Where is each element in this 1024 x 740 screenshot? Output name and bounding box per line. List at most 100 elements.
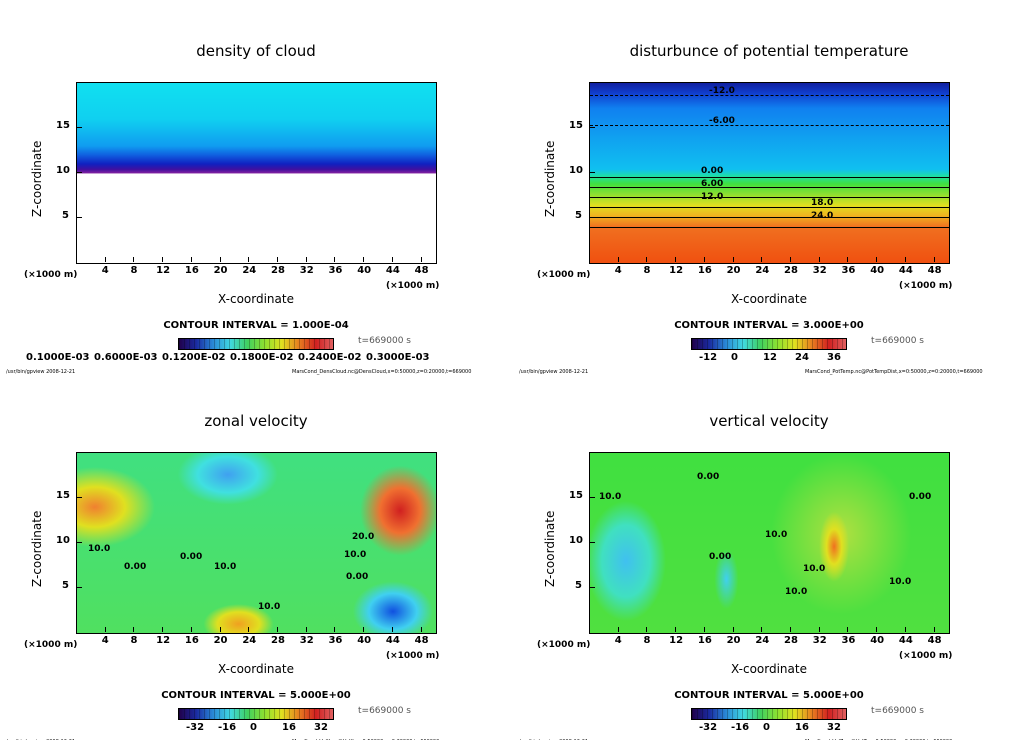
y-tick-label: 5 — [62, 210, 69, 221]
contour-label: 10.0 — [88, 544, 111, 554]
contour-label: 0.00 — [697, 472, 720, 482]
x-tick-mark — [732, 627, 734, 632]
y-axis-label: Z-coordinate — [30, 510, 44, 587]
colorbar-tick-label: 0.1800E-02 — [230, 352, 294, 363]
y-tick-label: 15 — [56, 490, 70, 501]
contour-interval: CONTOUR INTERVAL = 5.000E+00 — [161, 690, 351, 701]
x-tick-mark — [904, 627, 906, 632]
contour-line — [590, 177, 949, 178]
colorbar-tick-label: 0 — [763, 722, 770, 733]
y-tick-mark — [77, 172, 82, 173]
x-tick-label: 4 — [101, 635, 109, 646]
x-tick-label: 4 — [614, 635, 622, 646]
plot-area-zonal-velocity — [76, 452, 437, 634]
y-tick-label: 10 — [569, 165, 583, 176]
x-tick-mark — [933, 257, 935, 262]
x-tick-label: 16 — [184, 635, 199, 646]
colorbar-tick-label: 32 — [827, 722, 841, 733]
colorbar-tick-label: 0.1000E-03 — [26, 352, 90, 363]
x-tick-mark — [334, 627, 336, 632]
plot-area-pottemp — [589, 82, 950, 264]
colorbar-tick-label: -32 — [699, 722, 718, 733]
contour-label: 24.0 — [811, 211, 834, 221]
contour-label: 10.0 — [785, 587, 808, 597]
x-tick-label: 32 — [299, 265, 314, 276]
x-tick-mark — [104, 257, 106, 262]
x-tick-mark — [219, 627, 221, 632]
y-axis-label: Z-coordinate — [543, 510, 557, 587]
contour-label: 0.00 — [701, 166, 724, 176]
x-unit-label-right: (×1000 m) — [386, 651, 440, 661]
colorbar-tick-label: 32 — [314, 722, 328, 733]
time-label: t=669000 s — [358, 336, 411, 346]
footer-left: /usr/bin/gpview 2008-12-21 — [6, 369, 76, 375]
x-tick-label: 8 — [643, 635, 651, 646]
contour-label: -12.0 — [709, 86, 735, 96]
contour-label: 10.0 — [214, 562, 237, 572]
colorbar-tick-label: 0 — [250, 722, 257, 733]
x-tick-mark — [363, 627, 365, 632]
x-tick-label: 16 — [697, 265, 712, 276]
x-unit-label: (×1000 m) — [24, 640, 78, 650]
x-tick-label: 4 — [614, 265, 622, 276]
x-tick-mark — [277, 257, 279, 262]
x-tick-mark — [162, 257, 164, 262]
y-tick-mark — [77, 497, 82, 498]
contour-label: 0.00 — [180, 552, 203, 562]
time-label: t=669000 s — [871, 336, 924, 346]
x-tick-label: 44 — [385, 635, 400, 646]
time-label: t=669000 s — [358, 706, 411, 716]
x-tick-mark — [277, 627, 279, 632]
x-tick-mark — [904, 257, 906, 262]
colorbar — [178, 338, 334, 350]
x-tick-mark — [703, 257, 705, 262]
x-tick-mark — [646, 627, 648, 632]
x-tick-label: 44 — [898, 265, 913, 276]
colorbar-tick-label: 16 — [795, 722, 809, 733]
y-tick-mark — [590, 542, 595, 543]
x-tick-label: 12 — [669, 635, 684, 646]
x-tick-label: 48 — [927, 635, 942, 646]
contour-label: 10.0 — [889, 577, 912, 587]
colorbar-tick-label: -16 — [731, 722, 750, 733]
x-tick-mark — [847, 627, 849, 632]
x-tick-label: 20 — [726, 635, 741, 646]
colorbar-tick-label: 36 — [827, 352, 841, 363]
x-tick-mark — [219, 257, 221, 262]
contour-label: 0.00 — [124, 562, 147, 572]
x-tick-label: 32 — [812, 635, 827, 646]
y-axis-label: Z-coordinate — [543, 140, 557, 217]
x-unit-label: (×1000 m) — [537, 640, 591, 650]
footer-right: MarsCond_DensCloud.nc@DensCloud,x=0:5000… — [292, 369, 472, 375]
x-tick-label: 16 — [184, 265, 199, 276]
contour-line — [590, 207, 949, 208]
colorbar-tick-label: -12 — [699, 352, 718, 363]
x-tick-mark — [761, 627, 763, 632]
y-tick-mark — [590, 127, 595, 128]
colorbar-tick-label: 0.3000E-03 — [366, 352, 430, 363]
x-tick-label: 28 — [271, 265, 285, 276]
x-tick-label: 20 — [726, 265, 741, 276]
x-tick-mark — [790, 257, 792, 262]
x-tick-label: 8 — [130, 635, 138, 646]
y-axis-label: Z-coordinate — [30, 140, 44, 217]
contour-label: 0.00 — [346, 572, 369, 582]
x-unit-label: (×1000 m) — [537, 270, 591, 280]
x-tick-mark — [363, 257, 365, 262]
x-tick-mark — [646, 257, 648, 262]
x-tick-label: 28 — [784, 635, 798, 646]
contour-line — [590, 227, 949, 228]
colorbar-tick-label: 0.2400E-02 — [298, 352, 362, 363]
x-tick-label: 36 — [841, 635, 856, 646]
contour-label: 0.00 — [709, 552, 732, 562]
x-tick-mark — [675, 257, 677, 262]
x-tick-label: 20 — [213, 265, 228, 276]
x-tick-label: 28 — [784, 265, 798, 276]
contour-label: -6.00 — [709, 116, 735, 126]
x-tick-mark — [818, 627, 820, 632]
x-tick-mark — [790, 627, 792, 632]
contour-interval: CONTOUR INTERVAL = 5.000E+00 — [674, 690, 864, 701]
x-tick-label: 8 — [643, 265, 651, 276]
contour-label: 10.0 — [599, 492, 622, 502]
